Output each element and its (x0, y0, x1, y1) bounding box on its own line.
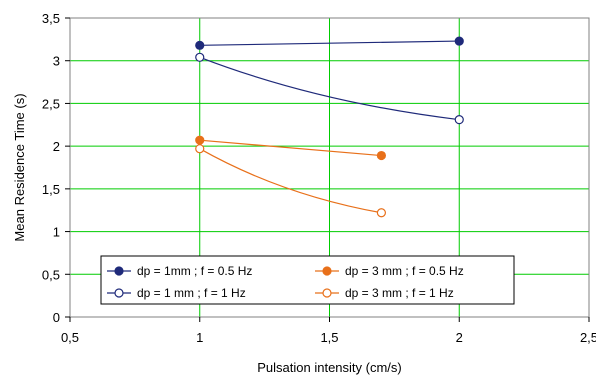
y-tick-label: 2,5 (42, 96, 60, 111)
legend-box (100, 255, 515, 305)
series-layer (195, 36, 464, 218)
x-axis-ticks: 0,5 1 1,5 2 2,5 (61, 317, 596, 345)
legend-item: dp = 1mm ; f = 0.5 Hz (107, 264, 252, 278)
y-tick-label: 3 (53, 54, 60, 69)
series-4 (195, 144, 386, 218)
legend-label: dp = 1mm ; f = 0.5 Hz (137, 264, 252, 278)
data-point (195, 52, 205, 62)
data-point (195, 135, 205, 145)
data-point (376, 150, 386, 161)
legend-label: dp = 3 mm ; f = 1 Hz (345, 286, 454, 300)
x-tick-label: 1 (196, 330, 203, 345)
series-line (199, 40, 460, 46)
series-line (199, 56, 460, 121)
x-tick-label: 2 (456, 330, 463, 345)
series-line (199, 139, 382, 157)
y-axis-label: Mean Residence Time (s) (12, 93, 27, 241)
y-tick-label: 2 (53, 139, 60, 154)
legend-marker (114, 288, 124, 298)
y-tick-label: 0 (53, 310, 60, 325)
y-axis-ticks: 0 0,5 1 1,5 2 2,5 3 3,5 (42, 11, 70, 325)
series-line (199, 148, 382, 214)
legend-item: dp = 3 mm ; f = 0.5 Hz (315, 264, 464, 278)
data-point (195, 144, 205, 154)
y-tick-label: 0,5 (42, 267, 60, 282)
legend-label: dp = 3 mm ; f = 0.5 Hz (345, 264, 464, 278)
legend-label: dp = 1 mm ; f = 1 Hz (137, 286, 246, 300)
legend-marker (322, 266, 332, 276)
y-tick-label: 1,5 (42, 182, 60, 197)
series-3 (195, 135, 386, 161)
x-tick-label: 2,5 (580, 330, 596, 345)
y-tick-label: 3,5 (42, 11, 60, 26)
data-point (454, 36, 464, 46)
y-tick-label: 1 (53, 225, 60, 240)
x-axis-label: Pulsation intensity (cm/s) (257, 360, 402, 375)
legend-item: dp = 3 mm ; f = 1 Hz (315, 286, 454, 300)
data-point (376, 208, 386, 218)
data-point (454, 115, 464, 125)
data-point (195, 40, 205, 50)
legend: dp = 1mm ; f = 0.5 Hz dp = 1 mm ; f = 1 H… (100, 255, 515, 305)
x-tick-label: 1,5 (320, 330, 338, 345)
legend-marker (114, 266, 124, 276)
x-tick-label: 0,5 (61, 330, 79, 345)
legend-marker (322, 288, 332, 298)
legend-item: dp = 1 mm ; f = 1 Hz (107, 286, 246, 300)
series-1 (195, 36, 464, 50)
series-2 (195, 52, 464, 125)
